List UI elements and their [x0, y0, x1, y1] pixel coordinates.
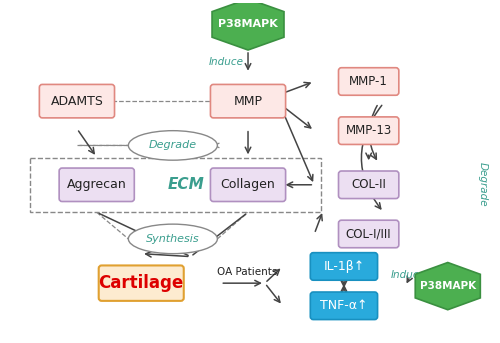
Text: ADAMTS: ADAMTS [50, 95, 104, 108]
Ellipse shape [128, 224, 218, 253]
Bar [30, 158, 321, 212]
Text: Synthesis: Synthesis [146, 234, 200, 244]
FancyBboxPatch shape [98, 265, 184, 301]
Polygon shape [212, 0, 284, 50]
FancyBboxPatch shape [338, 68, 399, 95]
FancyBboxPatch shape [40, 84, 115, 118]
Text: P38MAPK: P38MAPK [420, 281, 476, 291]
FancyBboxPatch shape [210, 84, 286, 118]
FancyBboxPatch shape [338, 117, 399, 144]
Polygon shape [415, 262, 480, 310]
Text: MMP-1: MMP-1 [349, 75, 388, 88]
Text: Induce: Induce [209, 57, 244, 67]
Text: MMP-13: MMP-13 [346, 124, 392, 137]
Text: IL-1β↑: IL-1β↑ [324, 260, 364, 273]
FancyBboxPatch shape [59, 168, 134, 201]
Text: ECM: ECM [168, 177, 204, 192]
FancyBboxPatch shape [210, 168, 286, 201]
Text: Degrade: Degrade [478, 163, 488, 207]
Text: P38MAPK: P38MAPK [218, 20, 278, 29]
Text: Degrade: Degrade [149, 140, 197, 151]
Text: TNF-α↑: TNF-α↑ [320, 299, 368, 312]
Text: Induce: Induce [390, 270, 425, 280]
Text: Aggrecan: Aggrecan [67, 178, 126, 191]
Ellipse shape [128, 131, 218, 160]
FancyBboxPatch shape [338, 171, 399, 199]
FancyBboxPatch shape [338, 220, 399, 248]
FancyBboxPatch shape [310, 253, 378, 280]
Text: OA Patients: OA Patients [218, 267, 278, 277]
Text: Cartilage: Cartilage [98, 274, 184, 292]
Text: MMP: MMP [234, 95, 262, 108]
FancyBboxPatch shape [310, 292, 378, 320]
Text: Collagen: Collagen [220, 178, 276, 191]
Text: COL-II: COL-II [351, 178, 386, 191]
Text: COL-I/III: COL-I/III [346, 227, 392, 240]
